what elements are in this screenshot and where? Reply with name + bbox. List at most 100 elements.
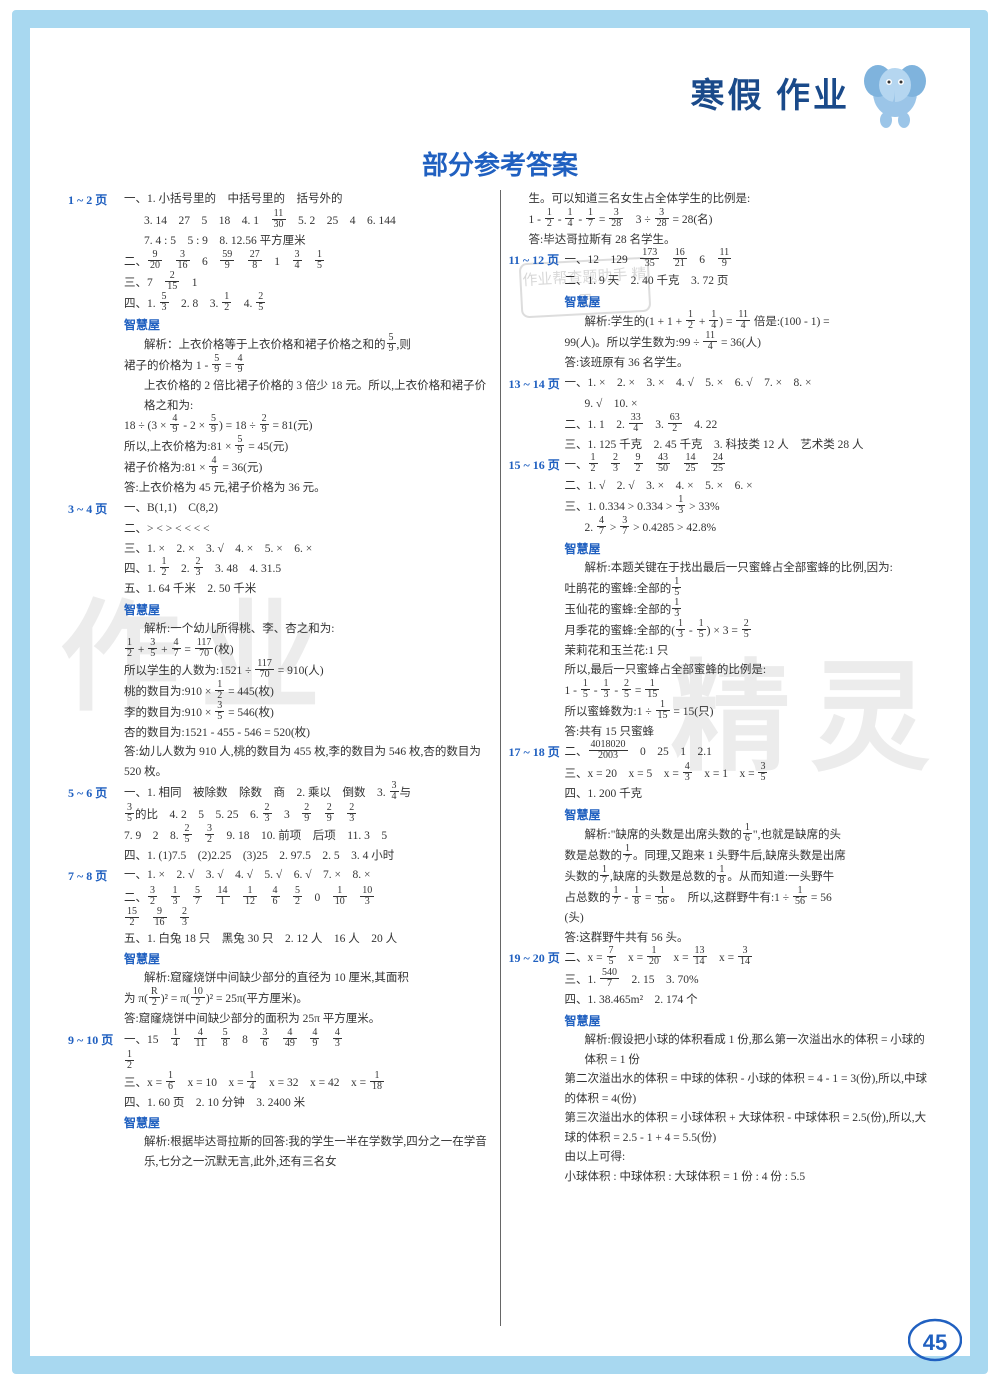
page-number-badge: 45 [908, 1318, 962, 1362]
answer-line: 答:上衣价格为 45 元,裙子价格为 36 元。 [68, 479, 492, 499]
answer-line: 四、1. 60 页 2. 10 分钟 3. 2400 米 [68, 1094, 492, 1114]
section-11-12: 11 ~ 12 页 一、12 129 17335 1621 6 119 [509, 250, 933, 271]
answer-line: 一、1. 小括号里的 中括号里的 括号外的 [124, 190, 492, 210]
wisdom-house-label: 智慧屋 [68, 600, 492, 620]
wisdom-house-label: 智慧屋 [509, 1011, 933, 1031]
answer-line: 上衣价格的 2 倍比裙子价格的 3 倍少 18 元。所以,上衣价格和裙子价格之和… [68, 377, 492, 416]
section-7-8: 7 ~ 8 页 一、1. × 2. √ 3. √ 4. √ 5. √ 6. √ … [68, 866, 492, 886]
page-range-label: 9 ~ 10 页 [68, 1030, 124, 1050]
section-13-14: 13 ~ 14 页 一、1. × 2. × 3. × 4. √ 5. × 6. … [509, 374, 933, 394]
answer-line: 解析：上衣价格等于上衣价格和裙子价格之和的59,则 [68, 335, 492, 356]
elephant-mascot-icon [860, 55, 930, 130]
answer-line: 解析:学生的(1 + 1 + 12 + 14) = 114 倍是:(100 - … [509, 312, 933, 333]
answer-line: 茉莉花和玉兰花:1 只 [509, 642, 933, 662]
answer-line: 所以学生的人数为:1521 ÷ 11770 = 910(人) [68, 661, 492, 682]
answer-line: 解析:根据毕达哥拉斯的回答:我的学生一半在学数学,四分之一在学音乐,七分之一沉默… [68, 1133, 492, 1172]
answer-line: 答:共有 15 只蜜蜂 [509, 723, 933, 743]
answer-line: 月季花的蜜蜂:全部的(13 - 15) × 3 = 25 [509, 621, 933, 642]
answer-line: 二、x = 75 x = 120 x = 1314 x = 314 [565, 948, 933, 969]
answer-line: 所以,最后一只蜜蜂占全部蜜蜂的比例是: [509, 661, 933, 681]
answer-line: 一、15 14 411 58 8 36 449 49 43 [124, 1030, 492, 1051]
answer-line: 解析:窟窿烧饼中间缺少部分的直径为 10 厘米,其面积 [68, 969, 492, 989]
answer-line: 四、1. 200 千克 [509, 785, 933, 805]
answer-line: 35的比 4. 2 5 5. 25 6. 23 3 29 29 23 [68, 805, 492, 826]
page-range-label: 17 ~ 18 页 [509, 742, 565, 762]
answer-line: 解析:"缺席的头数是出席头数的16",也就是缺席的头 [509, 825, 933, 846]
answer-line: 小球体积 : 中球体积 : 大球体积 = 1 份 : 4 份 : 5.5 [509, 1168, 933, 1188]
page-range-label: 15 ~ 16 页 [509, 455, 565, 475]
answer-line: 答:该班原有 36 名学生。 [509, 354, 933, 374]
answer-line: 一、12 23 92 4350 1425 2425 [565, 455, 933, 476]
answer-line: 3. 14 27 5 18 4. 1 1130 5. 2 25 4 6. 144 [68, 211, 492, 232]
answer-line: 12 [68, 1052, 492, 1073]
page-range-label: 5 ~ 6 页 [68, 783, 124, 803]
answer-line: 二、1. √ 2. √ 3. × 4. × 5. × 6. × [509, 477, 933, 497]
answer-line: 桃的数目为:910 × 12 = 445(枚) [68, 682, 492, 703]
page-number-text: 45 [908, 1330, 962, 1356]
answer-line: 所以蜜蜂数为:1 ÷ 115 = 15(只) [509, 702, 933, 723]
answer-line: 一、1. × 2. √ 3. √ 4. √ 5. √ 6. √ 7. × 8. … [124, 866, 492, 886]
left-column: 1 ~ 2 页 一、1. 小括号里的 中括号里的 括号外的 3. 14 27 5… [60, 190, 501, 1326]
wisdom-house-label: 智慧屋 [68, 315, 492, 335]
page-range-label: 19 ~ 20 页 [509, 948, 565, 968]
answer-line: 李的数目为:910 × 35 = 546(枚) [68, 703, 492, 724]
main-title: 部分参考答案 [0, 145, 1000, 182]
right-column: 生。可以知道三名女生占全体学生的比例是: 1 - 12 - 14 - 17 = … [501, 190, 941, 1326]
answer-line: 为 π(R2)² = π(102)² = 25π(平方厘米)。 [68, 989, 492, 1010]
wisdom-house-label: 智慧屋 [68, 949, 492, 969]
answer-line: 答:窟窿烧饼中间缺少部分的面积为 25π 平方厘米。 [68, 1010, 492, 1030]
answer-line: 一、1. × 2. × 3. × 4. √ 5. × 6. √ 7. × 8. … [565, 374, 933, 394]
answer-line: 二、40180202003 0 25 1 2.1 [565, 742, 933, 763]
section-9-10: 9 ~ 10 页 一、15 14 411 58 8 36 449 49 43 [68, 1030, 492, 1051]
answer-line: 7. 4 : 5 5 : 9 8. 12.56 平方厘米 [68, 232, 492, 252]
answer-line: 答:这群野牛共有 56 头。 [509, 929, 933, 949]
header-banner: 寒假 作业 [691, 55, 931, 130]
wisdom-house-label: 智慧屋 [509, 539, 933, 559]
wisdom-house-label: 智慧屋 [68, 1113, 492, 1133]
answer-line: 解析:本题关键在于找出最后一只蜜蜂占全部蜜蜂的比例,因为: [509, 559, 933, 579]
section-1-2: 1 ~ 2 页 一、1. 小括号里的 中括号里的 括号外的 [68, 190, 492, 210]
answer-line: 四、1. (1)7.5 (2)2.25 (3)25 2. 97.5 2. 5 3… [68, 847, 492, 867]
answer-line: 由以上可得: [509, 1148, 933, 1168]
header-title: 寒假 作业 [691, 68, 851, 117]
answer-line: 二、1. 9 天 2. 40 千克 3. 72 页 [509, 272, 933, 292]
answer-line: 玉仙花的蜜蜂:全部的13 [509, 600, 933, 621]
section-19-20: 19 ~ 20 页 二、x = 75 x = 120 x = 1314 x = … [509, 948, 933, 969]
answer-line: 一、B(1,1) C(8,2) [124, 499, 492, 519]
answer-line: 12 + 35 + 47 = 11770(枚) [68, 640, 492, 661]
answer-line: 答:幼儿人数为 910 人,桃的数目为 455 枚,李的数目为 546 枚,杏的… [68, 743, 492, 782]
answer-line: 裙子价格为:81 × 49 = 36(元) [68, 458, 492, 479]
answer-line: 三、x = 20 x = 5 x = 43 x = 1 x = 35 [509, 764, 933, 785]
page-range-label: 13 ~ 14 页 [509, 374, 565, 394]
answer-line: 二、1. 1 2. 334 3. 632 4. 22 [509, 415, 933, 436]
answer-content: 1 ~ 2 页 一、1. 小括号里的 中括号里的 括号外的 3. 14 27 5… [60, 190, 940, 1326]
answer-line: 1 - 15 - 13 - 25 = 115 [509, 681, 933, 702]
page-range-label: 11 ~ 12 页 [509, 250, 565, 270]
section-15-16: 15 ~ 16 页 一、12 23 92 4350 1425 2425 [509, 455, 933, 476]
answer-line: 9. √ 10. × [509, 395, 933, 415]
answer-line: 99(人)。所以学生数为:99 ÷ 114 = 36(人) [509, 333, 933, 354]
answer-line: 五、1. 64 千米 2. 50 千米 [68, 580, 492, 600]
wisdom-house-label: 智慧屋 [509, 805, 933, 825]
answer-line: 三、x = 16 x = 10 x = 14 x = 32 x = 42 x =… [68, 1073, 492, 1094]
answer-line: 裙子的价格为 1 - 59 = 49 [68, 356, 492, 377]
page: 寒假 作业 部分参考答案 作业 精灵 作业帮查题助手 精灵 [0, 0, 1000, 1386]
answer-line: 三、1. 0.334 > 0.334 > 13 > 33% [509, 497, 933, 518]
answer-line: 7. 9 2 8. 25 32 9. 18 10. 前项 后项 11. 3 5 [68, 826, 492, 847]
answer-line: (头) [509, 909, 933, 929]
wisdom-house-label: 智慧屋 [509, 292, 933, 312]
answer-line: 二、> < > < < < < [68, 520, 492, 540]
answer-line: 所以,上衣价格为:81 × 59 = 45(元) [68, 437, 492, 458]
answer-line: 第二次溢出水的体积 = 中球的体积 - 小球的体积 = 4 - 1 = 3(份)… [509, 1070, 933, 1109]
answer-line: 152 916 23 [68, 909, 492, 930]
answer-line: 杏的数目为:1521 - 455 - 546 = 520(枚) [68, 724, 492, 744]
page-range-label: 3 ~ 4 页 [68, 499, 124, 519]
answer-line: 吐鹃花的蜜蜂:全部的15 [509, 579, 933, 600]
section-5-6: 5 ~ 6 页 一、1. 相同 被除数 除数 商 2. 乘以 倒数 3. 34与 [68, 783, 492, 804]
answer-line: 三、1. 5407 2. 15 3. 70% [509, 970, 933, 991]
answer-line: 一、1. 相同 被除数 除数 商 2. 乘以 倒数 3. 34与 [124, 783, 492, 804]
answer-line: 18 ÷ (3 × 49 - 2 × 59) = 18 ÷ 29 = 81(元) [68, 416, 492, 437]
answer-line: 二、920 316 6 599 278 1 34 15 [68, 252, 492, 273]
answer-line: 三、1. × 2. × 3. √ 4. × 5. × 6. × [68, 540, 492, 560]
page-range-label: 7 ~ 8 页 [68, 866, 124, 886]
